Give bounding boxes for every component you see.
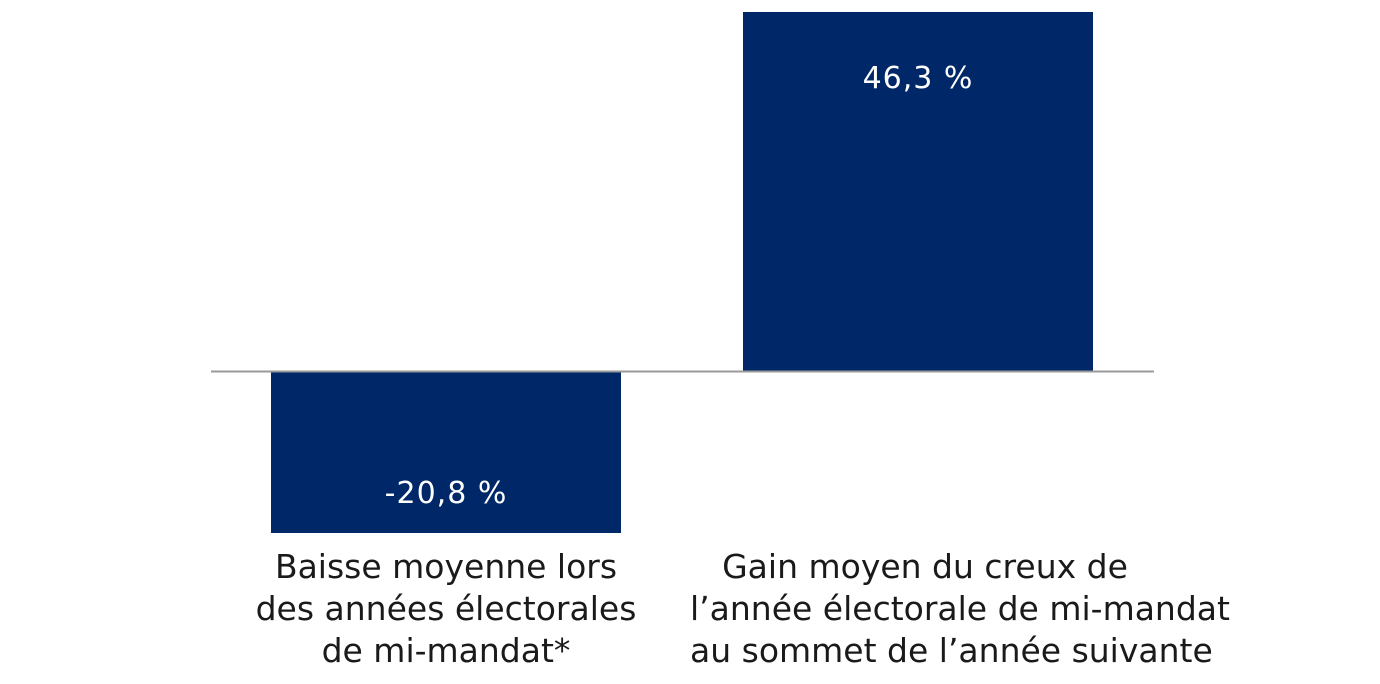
- category-label-decline-line-1: Baisse moyenne lors: [274, 547, 618, 586]
- category-label-decline-line-3: de mi-mandat*: [321, 631, 571, 670]
- bar-value-label-decline: -20,8 %: [385, 476, 508, 511]
- category-label-gain-line-3: au sommet de l’année suivante: [690, 631, 1213, 670]
- category-label-decline-line-2: des années électorales: [255, 589, 637, 628]
- category-label-gain-line-1: Gain moyen du creux de: [722, 547, 1128, 586]
- bar-decline: [271, 371, 621, 533]
- bar-gain: [743, 12, 1093, 372]
- category-label-decline: Baisse moyenne lors des années électoral…: [211, 546, 681, 672]
- bar-value-label-gain: 46,3 %: [863, 61, 974, 96]
- category-label-gain: Gain moyen du creux de l’année électoral…: [690, 546, 1230, 672]
- category-label-gain-line-2: l’année électorale de mi-mandat: [690, 589, 1230, 628]
